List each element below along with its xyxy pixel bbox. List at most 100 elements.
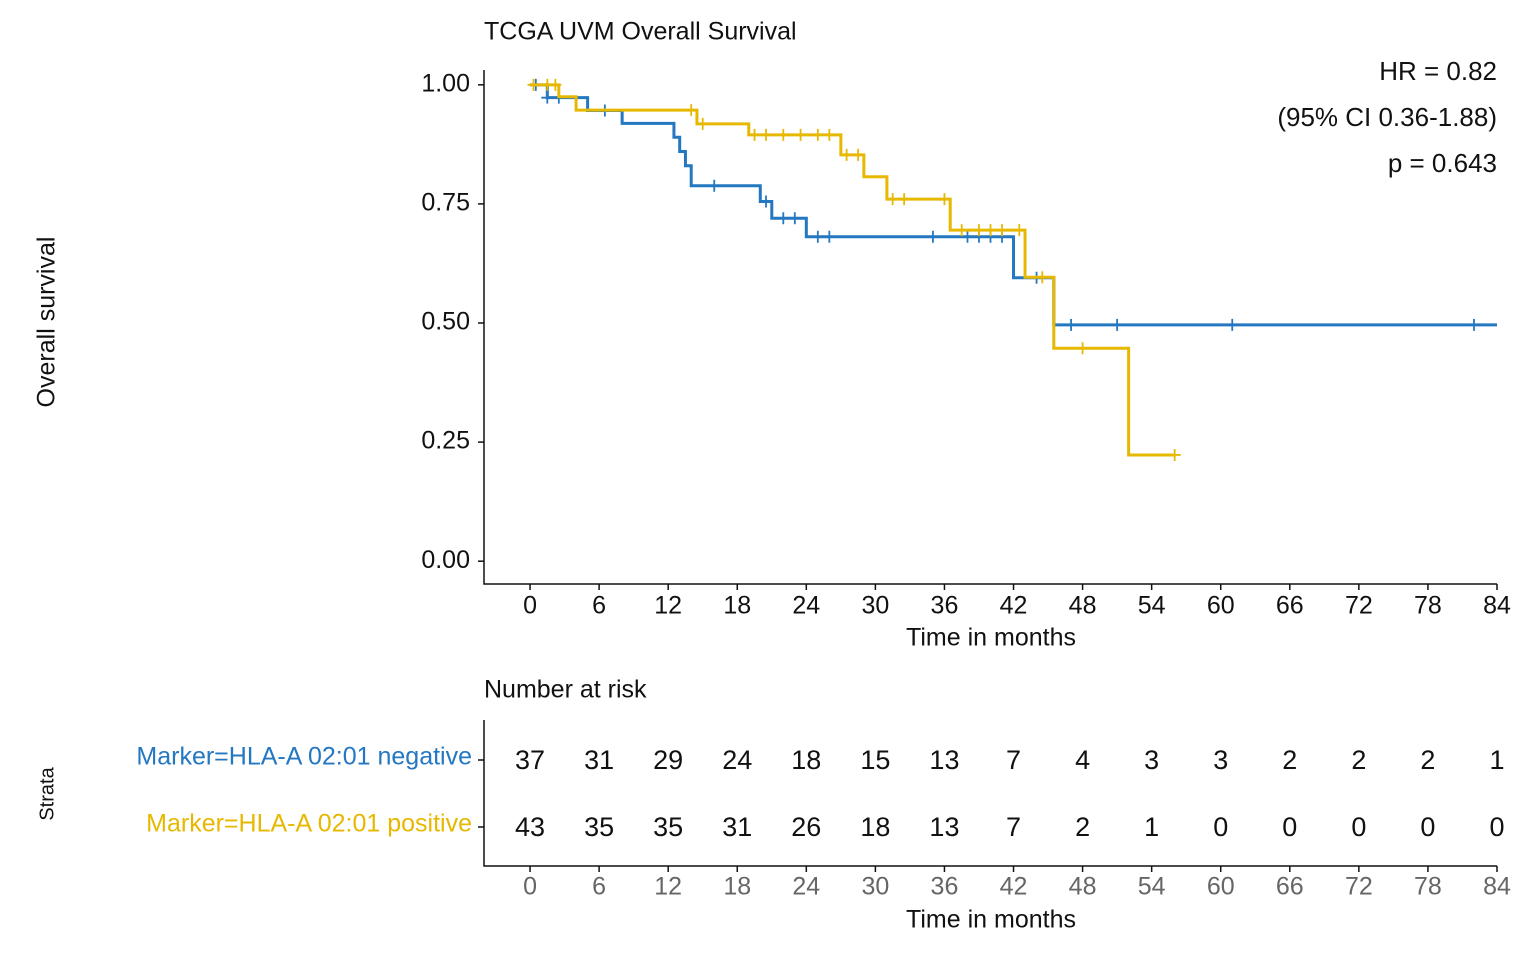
- risk-count: 7: [1006, 812, 1021, 842]
- censor-mark: [760, 195, 773, 208]
- x-tick-label: 66: [1276, 592, 1304, 620]
- x-tick-label: 84: [1483, 592, 1511, 620]
- x-tick-label: 84: [1483, 873, 1511, 901]
- x-tick-label: 60: [1207, 873, 1235, 901]
- censor-mark: [852, 148, 865, 161]
- censor-mark: [886, 193, 899, 206]
- censor-mark: [972, 224, 985, 237]
- censor-mark: [527, 78, 540, 91]
- risk-count: 43: [515, 812, 545, 842]
- x-tick-label: 6: [592, 592, 606, 620]
- risk-count: 1: [1489, 745, 1504, 775]
- strata-label: Marker=HLA-A 02:01 negative: [136, 743, 472, 771]
- x-tick-label: 24: [792, 592, 820, 620]
- risk-count: 13: [929, 812, 959, 842]
- x-tick-label: 72: [1345, 873, 1373, 901]
- table-y-axis-title: Strata: [36, 766, 58, 820]
- y-tick-label: 0.50: [421, 308, 470, 336]
- risk-count: 18: [791, 745, 821, 775]
- y-axis-title: Overall survival: [33, 237, 61, 408]
- x-tick-label: 78: [1414, 873, 1442, 901]
- censor-mark: [685, 104, 698, 117]
- censor-mark: [811, 230, 824, 243]
- x-tick-label: 60: [1207, 592, 1235, 620]
- x-tick-label: 48: [1069, 592, 1097, 620]
- risk-count: 29: [653, 745, 683, 775]
- annotation: (95% CI 0.36-1.88): [1277, 102, 1497, 132]
- risk-count: 2: [1075, 812, 1090, 842]
- censor-mark: [1226, 318, 1239, 331]
- censor-mark: [840, 148, 853, 161]
- risk-count: 18: [860, 812, 890, 842]
- risk-count: 4: [1075, 745, 1090, 775]
- x-tick-label: 0: [523, 873, 537, 901]
- censor-mark: [788, 212, 801, 225]
- y-tick-label: 0.75: [421, 189, 470, 217]
- x-tick-label: 42: [1000, 592, 1028, 620]
- risk-count: 2: [1351, 745, 1366, 775]
- x-tick-label: 30: [861, 873, 889, 901]
- censor-mark: [777, 212, 790, 225]
- risk-count: 37: [515, 745, 545, 775]
- risk-count: 24: [722, 745, 752, 775]
- risk-count: 35: [584, 812, 614, 842]
- censor-mark: [1065, 318, 1078, 331]
- censor-mark: [961, 230, 974, 243]
- annotation: HR = 0.82: [1379, 56, 1497, 86]
- x-tick-label: 36: [931, 592, 959, 620]
- x-tick-label: 66: [1276, 873, 1304, 901]
- censor-mark: [696, 117, 709, 130]
- risk-count: 7: [1006, 745, 1021, 775]
- risk-count: 31: [722, 812, 752, 842]
- x-tick-label: 78: [1414, 592, 1442, 620]
- risk-count: 0: [1282, 812, 1297, 842]
- censor-mark: [823, 230, 836, 243]
- x-tick-label: 54: [1138, 592, 1166, 620]
- risk-count: 3: [1213, 745, 1228, 775]
- x-tick-label: 48: [1069, 873, 1097, 901]
- risk-count: 2: [1282, 745, 1297, 775]
- risk-count: 0: [1489, 812, 1504, 842]
- censor-mark: [1036, 271, 1049, 284]
- censor-mark: [938, 193, 951, 206]
- censor-mark: [811, 128, 824, 141]
- censor-mark: [898, 193, 911, 206]
- censor-mark: [823, 128, 836, 141]
- risk-count: 35: [653, 812, 683, 842]
- survival-curve: [530, 83, 1175, 457]
- risk-count: 0: [1351, 812, 1366, 842]
- censor-mark: [777, 128, 790, 141]
- censor-mark: [760, 128, 773, 141]
- censor-mark: [955, 224, 968, 237]
- risk-count: 13: [929, 745, 959, 775]
- censor-mark: [996, 224, 1009, 237]
- risk-count: 0: [1213, 812, 1228, 842]
- x-tick-label: 18: [723, 873, 751, 901]
- x-axis-title: Time in months: [906, 624, 1076, 652]
- risk-count: 3: [1144, 745, 1159, 775]
- censor-mark: [549, 78, 562, 91]
- y-tick-label: 0.25: [421, 427, 470, 455]
- risk-count: 15: [860, 745, 890, 775]
- censor-mark: [1467, 318, 1480, 331]
- x-tick-label: 0: [523, 592, 537, 620]
- censor-mark: [1111, 318, 1124, 331]
- censor-mark: [1076, 342, 1089, 355]
- x-tick-label: 54: [1138, 873, 1166, 901]
- x-tick-label: 72: [1345, 592, 1373, 620]
- censor-mark: [794, 128, 807, 141]
- x-tick-label: 12: [654, 873, 682, 901]
- censor-mark: [708, 179, 721, 192]
- y-tick-label: 1.00: [421, 69, 470, 97]
- risk-count: 26: [791, 812, 821, 842]
- risk-count: 0: [1420, 812, 1435, 842]
- x-tick-label: 30: [861, 592, 889, 620]
- table-title: Number at risk: [484, 676, 647, 704]
- risk-count: 31: [584, 745, 614, 775]
- censor-mark: [1013, 224, 1026, 237]
- y-tick-label: 0.00: [421, 546, 470, 574]
- strata-label: Marker=HLA-A 02:01 positive: [146, 810, 472, 838]
- risk-count: 1: [1144, 812, 1159, 842]
- censor-mark: [984, 224, 997, 237]
